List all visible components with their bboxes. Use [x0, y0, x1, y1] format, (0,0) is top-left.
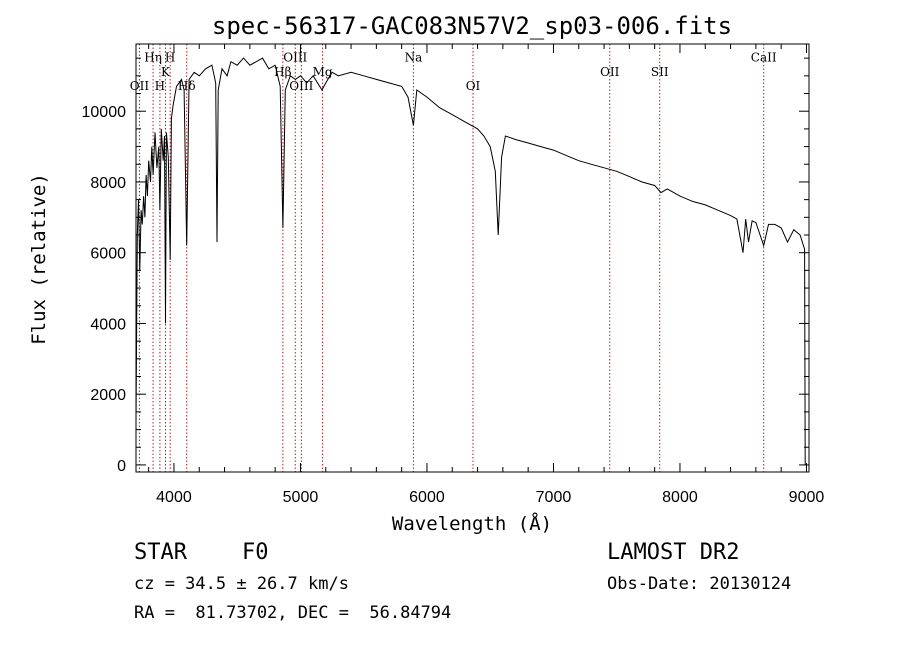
line-label: OIII — [283, 51, 307, 65]
y-axis-label: Flux (relative) — [28, 173, 50, 345]
line-label: CaII — [751, 51, 777, 65]
series-layer — [135, 57, 807, 466]
object-class: STAR — [134, 540, 187, 565]
obs-date: Obs-Date: 20130124 — [607, 574, 792, 594]
y-tick-label: 0 — [117, 458, 126, 475]
line-label: Hβ — [274, 65, 291, 79]
line-label: OI — [466, 79, 481, 93]
y-tick-label: 8000 — [90, 175, 126, 192]
y-tick-label: 10000 — [82, 104, 127, 121]
y-tick-label: 4000 — [90, 316, 126, 333]
x-tick-label: 7000 — [536, 489, 572, 506]
redshift-value: cz = 34.5 ± 26.7 km/s — [134, 574, 349, 594]
line-label: Mg — [313, 65, 333, 79]
line-label: H — [155, 79, 165, 93]
object-subclass: F0 — [242, 540, 269, 565]
spectrum-line — [135, 57, 807, 466]
line-label: OII — [130, 79, 150, 93]
axis-ticks: 4000 5000 6000 7000 8000 9000 0 2000 4000 6000 800… — [82, 44, 825, 506]
chart-title: spec-56317-GAC083N57V2_sp03-006.fits — [212, 12, 732, 40]
x-tick-label: 9000 — [789, 489, 825, 506]
spectral-line-markers — [138, 44, 765, 472]
x-tick-label: 6000 — [409, 489, 445, 506]
coordinates: RA = 81.73702, DEC = 56.84794 — [134, 603, 452, 623]
y-tick-label: 6000 — [90, 246, 126, 263]
line-label: K — [161, 65, 171, 79]
line-label: SII — [651, 65, 669, 79]
survey-name: LAMOST DR2 — [607, 540, 740, 565]
line-label: Hη — [144, 51, 162, 65]
x-axis-label: Wavelength (Å) — [392, 512, 552, 535]
line-label: OIII — [289, 79, 313, 93]
x-tick-label: 5000 — [283, 489, 319, 506]
line-label: OII — [600, 65, 620, 79]
line-label: H — [165, 51, 175, 65]
y-tick-label: 2000 — [90, 387, 126, 404]
line-label: Na — [405, 51, 423, 65]
x-tick-label: 4000 — [156, 489, 192, 506]
x-tick-label: 8000 — [662, 489, 698, 506]
plot-frame — [135, 43, 810, 473]
